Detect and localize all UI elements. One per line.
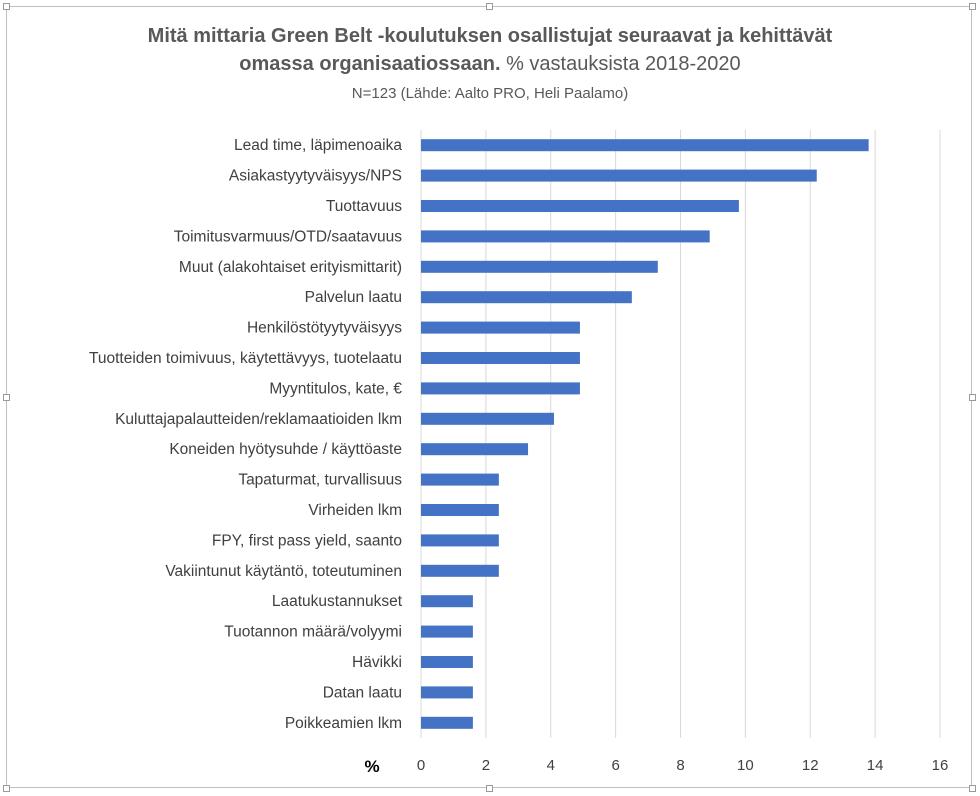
x-tick-label-7: 14: [867, 757, 884, 774]
resize-handle-bottom-right[interactable]: [969, 785, 976, 792]
bar-5: [421, 291, 632, 304]
category-label-8: Myyntitulos, kate, €: [269, 380, 402, 397]
bar-15: [421, 595, 473, 608]
bar-16: [421, 625, 473, 638]
bar-18: [421, 686, 473, 699]
category-label-18: Datan laatu: [323, 684, 402, 701]
resize-handle-top[interactable]: [486, 3, 493, 10]
bar-3: [421, 230, 710, 243]
bar-12: [421, 504, 499, 516]
category-label-0: Lead time, läpimenoaika: [234, 137, 402, 154]
category-label-11: Tapaturmat, turvallisuus: [238, 472, 402, 489]
bar-6: [421, 321, 580, 334]
bar-14: [421, 564, 499, 577]
x-tick-label-2: 4: [547, 757, 555, 774]
category-label-5: Palvelun laatu: [305, 289, 402, 306]
bar-8: [421, 382, 580, 395]
x-tick-label-5: 10: [737, 757, 754, 774]
resize-handle-bottom[interactable]: [486, 785, 493, 792]
x-tick-label-4: 8: [676, 757, 684, 774]
category-label-12: Virheiden lkm: [308, 502, 402, 519]
resize-handle-right[interactable]: [969, 394, 976, 401]
bar-19: [421, 716, 473, 729]
bar-7: [421, 352, 580, 364]
bar-11: [421, 473, 499, 486]
category-label-4: Muut (alakohtaiset erityismittarit): [179, 259, 402, 276]
category-label-1: Asiakastyytyväisyys/NPS: [229, 168, 402, 185]
category-label-17: Hävikki: [352, 654, 402, 671]
chart-title: Mitä mittaria Green Belt -koulutuksen os…: [0, 22, 980, 78]
bar-0: [421, 139, 869, 152]
resize-handle-top-right[interactable]: [969, 3, 976, 10]
bar-9: [421, 412, 554, 425]
bar-17: [421, 656, 473, 668]
resize-handle-bottom-left[interactable]: [3, 785, 10, 792]
category-label-15: Laatukustannukset: [272, 593, 403, 610]
category-label-9: Kuluttajapalautteiden/reklamaatioiden lk…: [115, 411, 402, 428]
chart-title-line2-bold: omassa organisaatiossaan.: [239, 53, 501, 75]
category-label-10: Koneiden hyötysuhde / käyttöaste: [169, 441, 402, 458]
bar-2: [421, 200, 739, 212]
chart-title-line1: Mitä mittaria Green Belt -koulutuksen os…: [147, 25, 833, 47]
chart-title-line2-rest: % vastauksista 2018-2020: [500, 53, 741, 75]
bar-1: [421, 169, 817, 182]
category-label-6: Henkilöstötyytyväisyys: [247, 320, 402, 337]
x-tick-label-0: 0: [417, 757, 425, 774]
chart-subtitle: N=123 (Lähde: Aalto PRO, Heli Paalamo): [351, 85, 629, 102]
x-axis-unit-label: %: [364, 757, 379, 776]
x-tick-label-3: 6: [611, 757, 619, 774]
bar-13: [421, 534, 499, 547]
resize-handle-top-left[interactable]: [3, 3, 10, 10]
category-label-19: Poikkeamien lkm: [285, 715, 402, 732]
resize-handle-left[interactable]: [3, 394, 10, 401]
category-label-2: Tuottavuus: [326, 198, 402, 215]
category-label-7: Tuotteiden toimivuus, käytettävyys, tuot…: [89, 350, 402, 367]
x-tick-label-1: 2: [482, 757, 490, 774]
x-tick-label-6: 12: [802, 757, 819, 774]
category-label-13: FPY, first pass yield, saanto: [212, 532, 402, 549]
bar-4: [421, 260, 658, 273]
x-tick-label-8: 16: [932, 757, 949, 774]
category-label-3: Toimitusvarmuus/OTD/saatavuus: [174, 228, 403, 245]
category-label-16: Tuotannon määrä/volyymi: [224, 624, 402, 641]
category-label-14: Vakiintunut käytäntö, toteutuminen: [165, 563, 402, 580]
bar-10: [421, 443, 529, 456]
